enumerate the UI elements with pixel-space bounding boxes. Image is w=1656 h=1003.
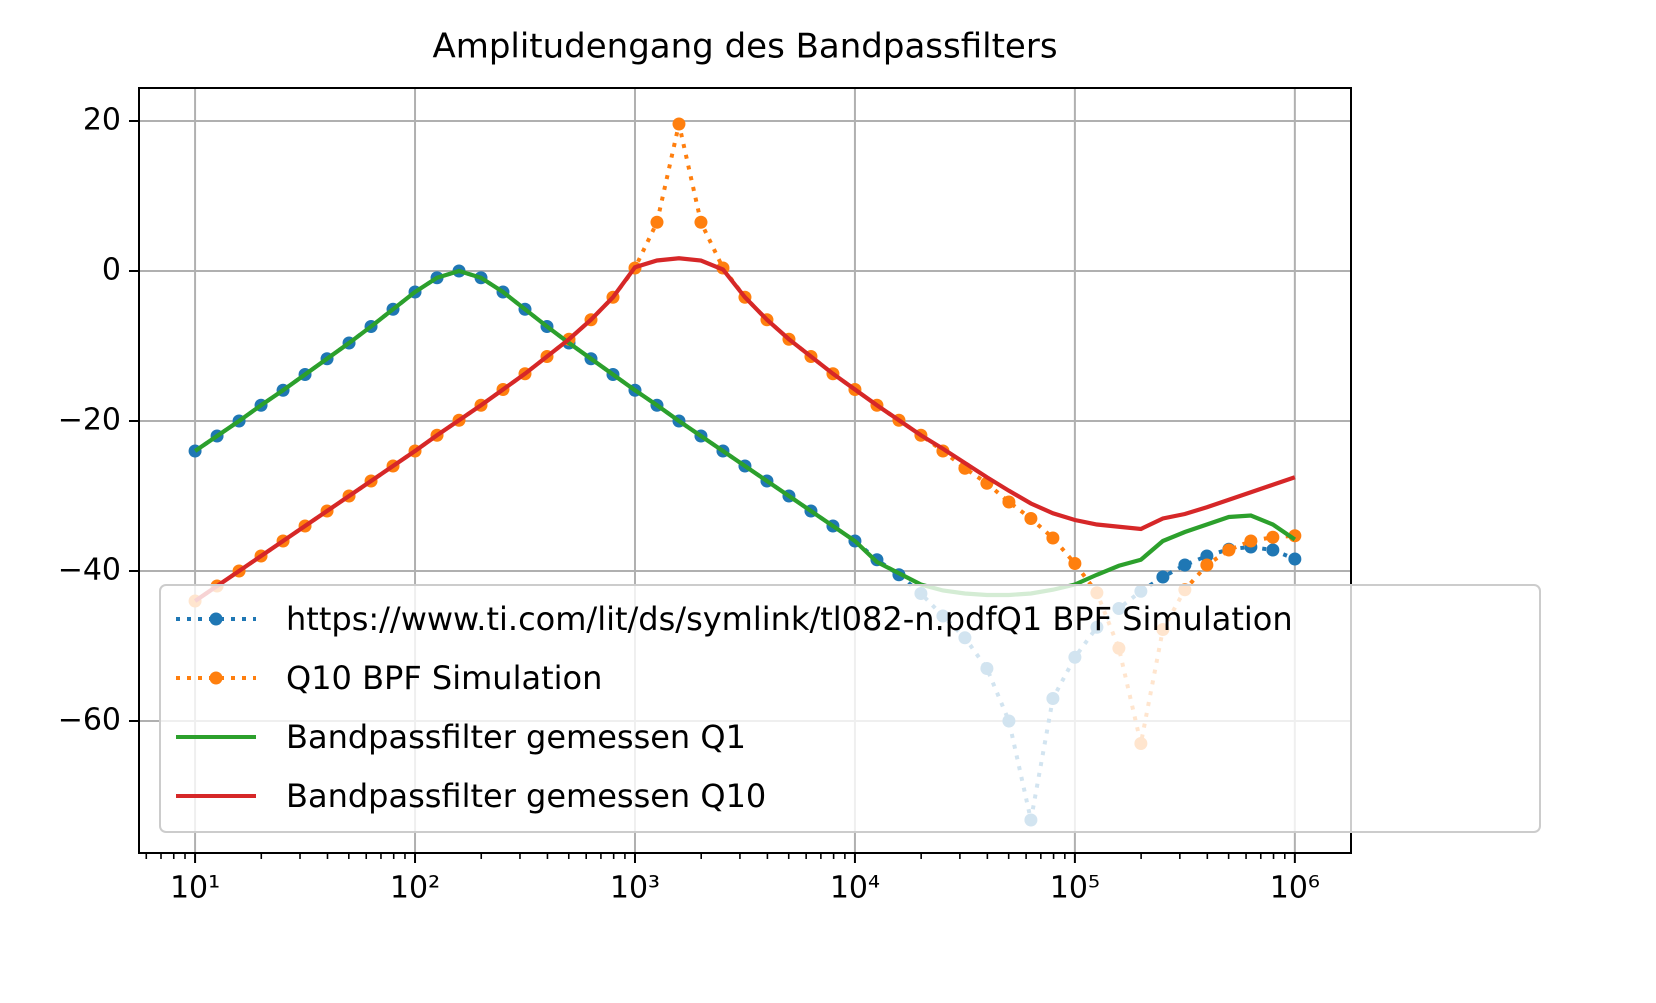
y-tick-label: 0 bbox=[102, 253, 121, 288]
data-point bbox=[1024, 512, 1038, 525]
legend-box bbox=[159, 584, 1541, 833]
x-tick-label: 10⁴ bbox=[830, 871, 880, 906]
plot-area bbox=[188, 117, 1302, 827]
axes: 10¹ 10² 10³ 10⁴ 10⁵ 10⁶ −60 −40 −20 0 20 bbox=[58, 87, 1352, 906]
chart-title: Amplitudengang des Bandpassfilters bbox=[432, 27, 1057, 67]
data-point bbox=[1244, 534, 1258, 548]
legend-label: https://www.ti.com/lit/ds/symlink/tl082-… bbox=[286, 600, 1293, 638]
data-point bbox=[1178, 558, 1192, 572]
data-point bbox=[694, 215, 708, 229]
data-point bbox=[1002, 495, 1016, 509]
legend-label: Bandpassfilter gemessen Q1 bbox=[286, 718, 746, 756]
data-point bbox=[672, 117, 686, 131]
y-tick-label: −40 bbox=[58, 553, 121, 588]
data-point bbox=[1046, 531, 1060, 545]
legend-label: Bandpassfilter gemessen Q10 bbox=[286, 777, 766, 815]
series-line bbox=[193, 256, 1296, 603]
data-point bbox=[1222, 543, 1236, 557]
data-point bbox=[1200, 549, 1214, 563]
data-point bbox=[1288, 552, 1302, 566]
data-point bbox=[1266, 543, 1280, 557]
legend: https://www.ti.com/lit/ds/symlink/tl082-… bbox=[159, 584, 1541, 833]
legend-marker bbox=[209, 612, 223, 626]
legend-marker bbox=[209, 671, 223, 685]
data-point bbox=[1266, 530, 1280, 544]
x-tick-label: 10² bbox=[390, 871, 440, 906]
y-tick-label: 20 bbox=[83, 103, 121, 138]
x-tick-label: 10⁶ bbox=[1270, 871, 1320, 906]
data-point bbox=[650, 215, 664, 229]
y-tick-label: −60 bbox=[58, 703, 121, 738]
y-tick-label: −20 bbox=[58, 403, 121, 438]
x-tick-label: 10⁵ bbox=[1050, 871, 1100, 906]
x-tick-label: 10¹ bbox=[170, 871, 220, 906]
data-point bbox=[1200, 558, 1214, 572]
data-point bbox=[1156, 570, 1170, 584]
x-tick-label: 10³ bbox=[610, 871, 660, 906]
data-point bbox=[1068, 557, 1082, 570]
axes-frame bbox=[138, 87, 1352, 854]
series-line bbox=[193, 268, 1297, 598]
legend-label: Q10 BPF Simulation bbox=[286, 659, 602, 697]
